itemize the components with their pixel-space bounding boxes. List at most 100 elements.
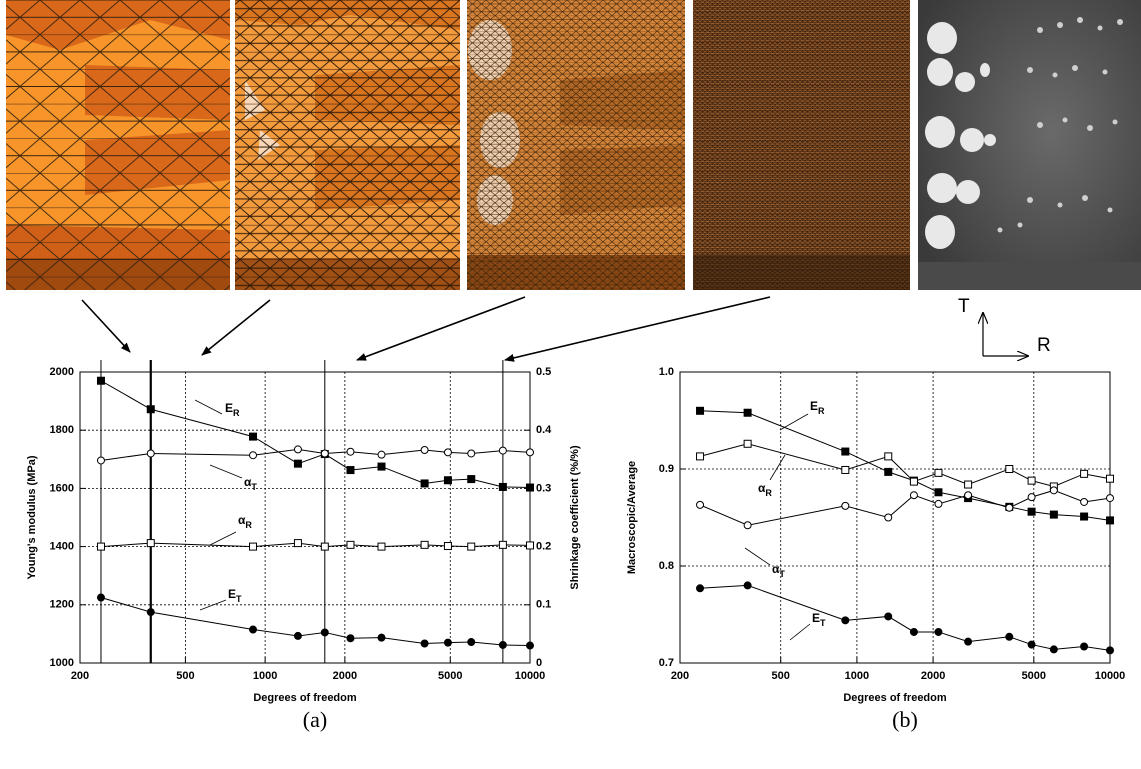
- x-axis-title: Degrees of freedom: [843, 692, 947, 704]
- x-tick-label: 5000: [438, 670, 462, 682]
- marker: [146, 449, 155, 458]
- marker: [696, 452, 705, 461]
- marker: [498, 446, 507, 455]
- series-label: ER: [810, 399, 825, 416]
- series-line: [100, 597, 531, 647]
- marker: [498, 640, 507, 649]
- marker: [841, 501, 850, 510]
- mesh-coarse: [6, 0, 230, 290]
- y2-tick-label: 0.5: [536, 366, 551, 378]
- series-name: α: [238, 513, 246, 527]
- series-label: αR: [758, 481, 772, 498]
- marker: [841, 447, 850, 456]
- marker: [377, 542, 386, 551]
- x-tick-label: 1000: [253, 670, 277, 682]
- series-line: [100, 542, 531, 548]
- marker: [743, 439, 752, 448]
- x-tick-label: 200: [71, 670, 89, 682]
- y2-tick-label: 0.4: [536, 424, 552, 436]
- marker: [1106, 646, 1114, 655]
- marker: [964, 637, 973, 646]
- panel-label: (b): [892, 707, 918, 732]
- y2-tick-label: 0.2: [536, 541, 551, 553]
- x-tick-label: 1000: [845, 670, 869, 682]
- x-tick-label: 5000: [1022, 670, 1046, 682]
- marker: [696, 500, 705, 509]
- marker: [249, 432, 258, 441]
- marker: [1080, 469, 1089, 478]
- plot-frame: [79, 371, 531, 664]
- label-leader: [209, 464, 243, 479]
- marker: [346, 540, 355, 549]
- series-subscript: T: [779, 569, 785, 579]
- y-tick-label: 1600: [50, 482, 74, 494]
- x-tick-label: 200: [671, 670, 689, 682]
- marker: [526, 541, 534, 550]
- series-subscript: T: [820, 618, 826, 628]
- series-name: α: [244, 475, 252, 489]
- marker: [884, 467, 893, 476]
- series-name: E: [812, 611, 820, 625]
- marker: [964, 480, 973, 489]
- x-tick-label: 10000: [515, 670, 546, 682]
- marker: [934, 488, 943, 497]
- y-tick-label: 1800: [50, 424, 74, 436]
- marker: [377, 450, 386, 459]
- series-subscript: T: [251, 482, 257, 492]
- series-label: αR: [238, 513, 252, 530]
- marker: [1049, 510, 1058, 519]
- label-leader: [789, 623, 811, 641]
- marker: [743, 521, 752, 530]
- mesh-medium: [235, 0, 460, 290]
- marker: [1027, 493, 1036, 502]
- marker: [467, 449, 476, 458]
- marker: [377, 633, 386, 642]
- marker: [443, 638, 452, 647]
- label-leader: [194, 399, 223, 415]
- y-axis-title: Macroscopic/Average: [626, 461, 638, 574]
- label-leader: [779, 413, 809, 431]
- series-line: [100, 448, 531, 461]
- series-name: E: [228, 587, 236, 601]
- marker: [1027, 476, 1036, 485]
- series-subscript: R: [233, 408, 240, 418]
- marker: [420, 479, 429, 488]
- y-tick-label: 1000: [50, 657, 74, 669]
- marker: [96, 542, 105, 551]
- marker: [743, 408, 752, 417]
- label-leader: [199, 599, 227, 611]
- marker: [696, 406, 705, 415]
- marker: [293, 631, 302, 640]
- marker: [443, 542, 452, 551]
- marker: [1080, 642, 1089, 651]
- chart: 200 500 1000 2000 5000 10000 1000 1200 1400 1600 1…: [26, 360, 581, 732]
- marker: [377, 462, 386, 471]
- marker: [96, 376, 105, 385]
- marker: [1005, 632, 1014, 641]
- label-leader: [209, 531, 237, 546]
- marker: [526, 641, 534, 650]
- mesh-arrows: [81, 296, 771, 362]
- marker: [696, 584, 705, 593]
- marker: [841, 465, 850, 474]
- y-tick-label: 1.0: [659, 366, 674, 378]
- marker: [146, 405, 155, 414]
- marker: [526, 483, 534, 492]
- y2-axis-title: Shrinkage coefficient (%/%): [569, 445, 581, 590]
- marker: [249, 542, 258, 551]
- marker: [146, 608, 155, 617]
- y2-tick-label: 0.3: [536, 482, 551, 494]
- label-leader: [769, 454, 786, 481]
- marker: [1080, 497, 1089, 506]
- marker: [420, 540, 429, 549]
- y-tick-label: 1400: [50, 541, 74, 553]
- x-tick-label: 2000: [333, 670, 357, 682]
- series-subscript: R: [818, 406, 825, 416]
- marker: [884, 452, 893, 461]
- orientation-label: T: [958, 296, 970, 317]
- ct-image: [918, 0, 1141, 290]
- marker: [526, 448, 534, 457]
- mesh-finest: [693, 0, 910, 290]
- series-label: αT: [772, 562, 785, 579]
